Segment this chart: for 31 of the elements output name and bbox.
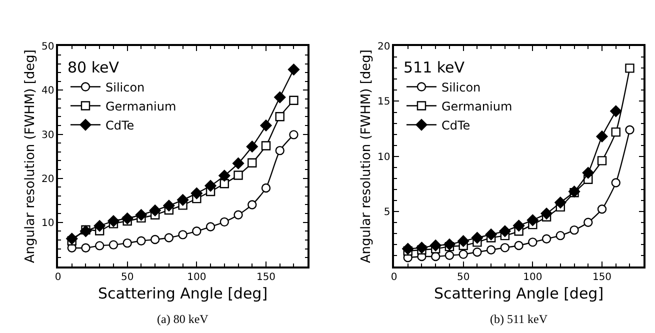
x-tick-label: 50 <box>456 272 470 284</box>
x-tick-label: 100 <box>523 272 542 284</box>
legend-label: Silicon <box>441 80 481 94</box>
y-tick-label: 30 <box>42 130 54 141</box>
legend-label: Germanium <box>441 99 512 114</box>
y-tick-label: 20 <box>42 174 54 185</box>
x-tick-label: 0 <box>54 272 62 284</box>
x-tick-label: 150 <box>592 272 612 284</box>
x-tick-label: 150 <box>256 272 276 284</box>
legend-label: Silicon <box>105 80 145 94</box>
y-tick-label: 20 <box>378 42 390 53</box>
y-tick-label: 10 <box>42 218 54 229</box>
y-tick-label: 50 <box>42 42 54 53</box>
y-axis-title: Angular resolution (FWHM) [deg] <box>358 49 374 264</box>
x-axis-title: Scattering Angle [deg] <box>434 284 604 303</box>
legend-title: 80 keV <box>67 58 120 76</box>
legend-label: CdTe <box>441 118 470 132</box>
x-tick-label: 100 <box>187 272 206 284</box>
text: (a) 80 keV <box>157 312 209 326</box>
legend-label: CdTe <box>105 118 134 132</box>
y-tick-label: 10 <box>378 152 390 163</box>
y-axis-title: Angular resolution (FWHM) [deg] <box>22 49 38 264</box>
legend-label: Germanium <box>105 99 176 114</box>
x-axis-title: Scattering Angle [deg] <box>98 284 268 303</box>
text: (b) 511 keV <box>490 312 548 326</box>
x-tick-label: 50 <box>120 272 134 284</box>
x-tick-label: 0 <box>390 272 398 284</box>
y-tick-label: 40 <box>42 86 54 97</box>
y-tick-label: 15 <box>378 96 390 108</box>
y-tick-label: 5 <box>384 206 390 218</box>
legend-title: 511 keV <box>403 58 466 76</box>
